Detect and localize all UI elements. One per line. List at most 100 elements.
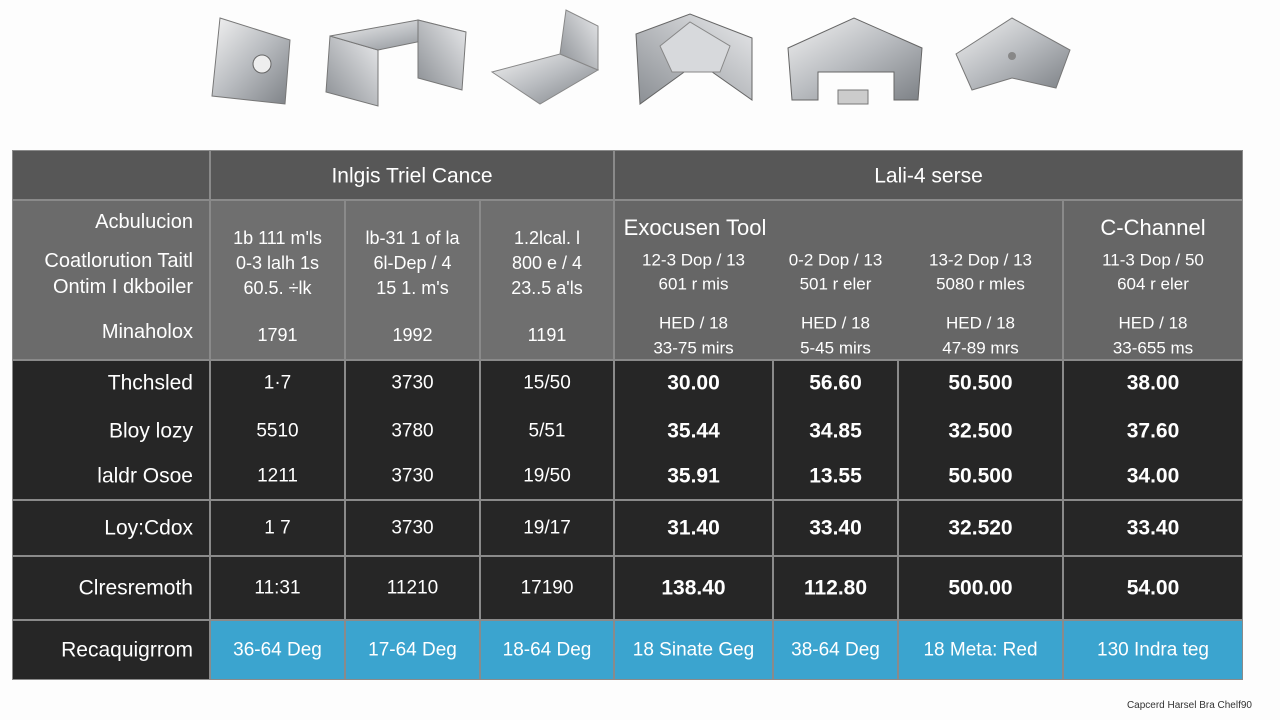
table-cell [480,556,614,620]
group-header [210,150,614,200]
highlight-cell [480,620,614,680]
row-label: Ontim I dkboiler [52,276,193,298]
cell-text: 1.2lcal. l [513,228,581,248]
cell-text: 32.500 [948,419,1013,443]
cell-text: 500.00 [948,576,1013,600]
product-image [787,17,923,105]
cell-text: 33-75 mirs [653,338,734,358]
cell-text: 3730 [391,465,434,487]
highlight-cell [1063,620,1243,680]
cell-text: 19/17 [523,517,571,539]
cell-text: 601 r mis [658,274,729,294]
cell-text: 1·7 [263,372,292,394]
cell-text: 18 Sinate Geg [632,639,755,661]
table-cell [1063,500,1243,556]
table-cell [210,360,345,500]
cell-text: 34.85 [809,419,862,443]
cell-text: 30.00 [667,371,720,395]
cell-text: 11210 [386,577,439,599]
group-title: Lali-4 serse [874,164,983,188]
cell-text: 34.00 [1126,464,1180,488]
product-title: C-Channel [1100,215,1206,240]
highlight-cell [345,620,480,680]
cell-text: 17-64 Deg [368,639,457,661]
highlight-cell [898,620,1063,680]
cell-text: 18 Meta: Red [923,639,1038,661]
table-cell [614,200,1063,360]
cell-text: HED / 18 [801,313,870,333]
cell-text: 0-2 Dop / 13 [788,250,883,270]
cell-text: 13-2 Dop / 13 [928,250,1033,270]
cell-text: 130 Indra teg [1097,639,1209,661]
footer-note: Capcerd Harsel Bra Chelf90 [1126,700,1252,711]
table-cell [898,556,1063,620]
table-cell [210,500,345,556]
cell-text: 6l-Dep / 4 [373,253,452,273]
cell-text: 5080 r mles [936,274,1025,294]
cell-text: 33.40 [809,516,862,540]
table-cell [773,556,898,620]
row-label: Acbulucion [95,211,193,233]
row-label: Thchsled [107,371,193,395]
cell-text: 18-64 Deg [502,639,592,661]
cell-text: 23..5 a'ls [511,278,583,298]
table-cell [1063,200,1243,360]
cell-text: 36-64 Deg [233,639,322,661]
table-cell [614,556,773,620]
product-image [325,19,467,107]
cell-text: 32.520 [948,516,1013,540]
cell-text: 56.60 [809,371,862,395]
cell-text: 38.00 [1126,371,1180,395]
row-label: Bloy lozy [108,419,193,443]
table-cell [12,556,210,620]
table-cell [898,360,1063,500]
product-title: Exocusen Tool [623,215,767,240]
cell-text: 13.55 [809,464,862,488]
cell-text: 19/50 [523,465,571,487]
row-label: Clresremoth [78,576,193,600]
product-image [635,13,753,105]
cell-text: 33-655 ms [1112,338,1194,358]
table-cell [12,200,210,360]
table-cell [345,500,480,556]
table-cell [1063,360,1243,500]
row-label: Recaquigrrom [61,638,193,662]
row-label: Minaholox [101,321,193,343]
cell-text: lb-31 1 of la [365,228,460,248]
cell-text: 0-3 lalh 1s [235,253,320,273]
highlight-cell [614,620,773,680]
cell-text: 17190 [520,577,574,599]
table-cell [12,360,210,500]
cell-text: 11:31 [254,577,301,599]
table-cell [773,360,898,500]
highlight-cell [773,620,898,680]
cell-text: 15/50 [523,372,571,394]
table-cell [898,500,1063,556]
cell-text: 3730 [391,517,434,539]
cell-text: 35.91 [667,464,720,488]
cell-text: 3780 [391,420,434,442]
product-image [490,9,600,105]
cell-text: 1 7 [264,517,291,539]
table-cell [480,200,614,360]
cell-text: 1992 [392,325,433,345]
cell-text: 15 1. m's [376,278,449,298]
cell-text: 1211 [257,465,298,487]
cell-text: 1191 [527,325,567,345]
cell-text: 50.500 [948,371,1013,395]
table-cell [480,500,614,556]
cell-text: 1b 111 m'ls [233,228,322,248]
cell-text: HED / 18 [946,313,1015,333]
cell-text: 501 r eler [799,274,872,294]
group-header [614,150,1243,200]
cell-text: HED / 18 [659,313,728,333]
product-image [955,17,1071,91]
row-label: laldr Osoe [97,464,193,488]
cell-text: 50.500 [948,464,1013,488]
row-label: Coatlorution Taitl [44,250,193,272]
table-cell [210,200,345,360]
cell-text: 3730 [391,372,434,394]
cell-text: 33.40 [1126,516,1180,540]
